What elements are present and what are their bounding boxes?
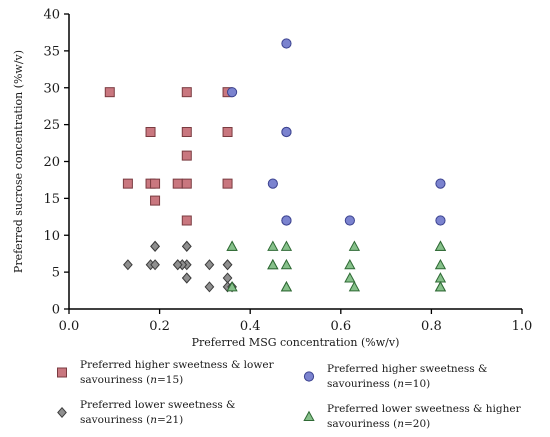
square-point bbox=[150, 195, 161, 206]
triangle-point bbox=[226, 240, 238, 251]
plot-area bbox=[104, 38, 447, 293]
circle-point bbox=[267, 178, 278, 189]
diamond-point bbox=[172, 259, 183, 271]
y-tick-label: 10 bbox=[43, 229, 60, 244]
triangle-point bbox=[434, 272, 447, 283]
y-tick-label: 40 bbox=[43, 8, 60, 23]
y-tick-label: 5 bbox=[52, 266, 60, 281]
y-axis: 0 5 10 15 20 25 30 35 40 bbox=[43, 8, 70, 318]
x-tick-label: 0.4 bbox=[240, 319, 261, 334]
x-tick-label: 0.0 bbox=[59, 319, 80, 334]
triangle-point bbox=[267, 258, 279, 270]
x-tick-label: 0.8 bbox=[421, 319, 442, 334]
series-triangle bbox=[226, 240, 447, 292]
series-circle bbox=[226, 38, 446, 226]
square-point bbox=[181, 150, 192, 161]
circle-point bbox=[281, 126, 292, 138]
triangle-point bbox=[348, 281, 361, 292]
y-tick-label: 30 bbox=[43, 81, 60, 96]
diamond-point bbox=[204, 281, 215, 293]
square-point bbox=[172, 178, 183, 189]
legend-marker bbox=[303, 410, 315, 421]
square-point bbox=[122, 178, 133, 189]
square-point bbox=[181, 178, 192, 189]
y-tick-label: 0 bbox=[52, 303, 60, 318]
legend-marker bbox=[57, 367, 67, 378]
triangle-point bbox=[434, 258, 447, 270]
triangle-point bbox=[280, 281, 293, 292]
y-tick-label: 25 bbox=[43, 118, 60, 133]
circle-point bbox=[435, 178, 446, 189]
circle-point bbox=[226, 87, 238, 98]
legend-item: Preferred higher sweetness & lower savour… bbox=[57, 359, 275, 386]
y-tick-label: 20 bbox=[43, 155, 60, 170]
triangle-point bbox=[267, 240, 279, 251]
diamond-point bbox=[123, 259, 133, 271]
y-tick-label: 15 bbox=[43, 192, 60, 207]
square-point bbox=[181, 87, 192, 98]
legend-label-line1: Preferred higher sweetness & bbox=[327, 363, 487, 375]
series-square bbox=[104, 87, 233, 226]
legend-label-line2: savouriness (n=20) bbox=[327, 418, 430, 430]
square-point bbox=[104, 87, 115, 98]
y-tick-label: 35 bbox=[43, 44, 60, 59]
x-tick-label: 0.6 bbox=[330, 319, 351, 334]
triangle-point bbox=[434, 281, 447, 292]
legend: Preferred higher sweetness & lower savour… bbox=[57, 359, 522, 430]
circle-point bbox=[435, 215, 446, 226]
triangle-point bbox=[280, 258, 293, 270]
circle-point bbox=[281, 38, 292, 49]
legend-label-line2: savouriness (n=21) bbox=[80, 414, 183, 426]
legend-item: Preferred lower sweetness & higher savour… bbox=[303, 403, 522, 430]
diamond-point bbox=[181, 272, 192, 284]
diamond-point bbox=[150, 259, 160, 271]
legend-label-line1: Preferred lower sweetness & bbox=[80, 399, 235, 411]
x-axis: 0.0 0.2 0.4 0.6 0.8 1.0 bbox=[59, 308, 533, 334]
legend-marker bbox=[57, 406, 67, 419]
triangle-point bbox=[434, 240, 447, 251]
triangle-point bbox=[344, 258, 356, 270]
legend-label-line2: savouriness (n=15) bbox=[80, 374, 183, 386]
legend-item: Preferred higher sweetness & savouriness … bbox=[303, 363, 487, 390]
square-point bbox=[181, 215, 192, 226]
circle-point bbox=[344, 215, 355, 226]
circle-point bbox=[281, 215, 292, 226]
triangle-point bbox=[280, 240, 293, 251]
square-point bbox=[150, 178, 161, 189]
legend-marker bbox=[303, 371, 315, 382]
series-diamond bbox=[123, 240, 237, 293]
triangle-point bbox=[226, 281, 238, 292]
diamond-point bbox=[204, 259, 215, 271]
square-point bbox=[222, 178, 233, 189]
legend-label-line1: Preferred higher sweetness & lower bbox=[80, 359, 275, 371]
legend-label-line1: Preferred lower sweetness & higher bbox=[327, 403, 522, 415]
diamond-point bbox=[181, 240, 192, 252]
square-point bbox=[181, 127, 192, 137]
diamond-point bbox=[222, 259, 233, 271]
legend-label-line2: savouriness (n=10) bbox=[327, 378, 430, 390]
triangle-point bbox=[348, 240, 361, 251]
diamond-point bbox=[150, 240, 160, 252]
x-tick-label: 1.0 bbox=[512, 319, 533, 334]
x-tick-label: 0.2 bbox=[149, 319, 170, 334]
legend-item: Preferred lower sweetness & savouriness (… bbox=[57, 399, 235, 426]
square-point bbox=[145, 127, 156, 137]
square-point bbox=[222, 127, 233, 137]
y-axis-label: Preferred sucrose concentration (%w/v) bbox=[12, 50, 25, 273]
x-axis-label: Preferred MSG concentration (%w/v) bbox=[192, 336, 400, 349]
triangle-point bbox=[344, 272, 356, 283]
